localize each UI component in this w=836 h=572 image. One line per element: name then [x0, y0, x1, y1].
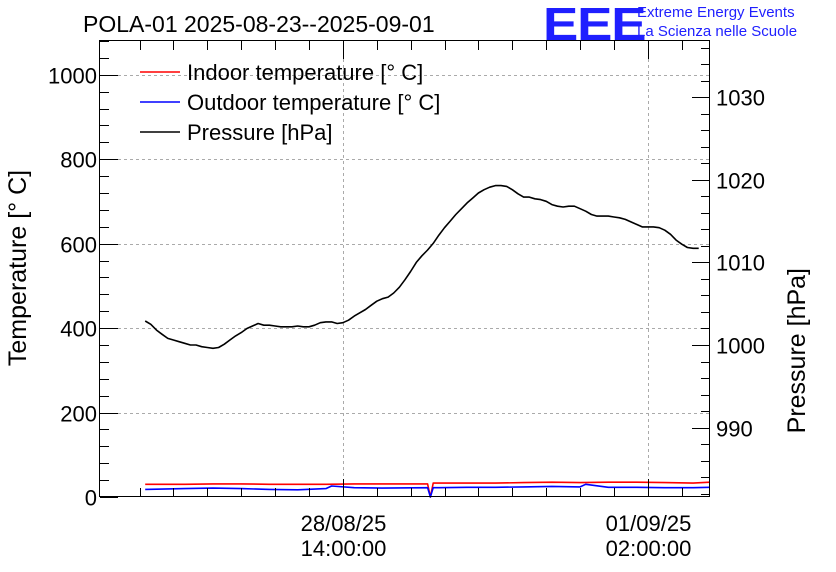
legend-label-pressure: Pressure [hPa]: [187, 120, 333, 145]
y-tick-label: 400: [60, 317, 97, 342]
legend-label-outdoor: Outdoor temperature [° C]: [187, 90, 440, 115]
x-tick-label-date: 01/09/25: [606, 511, 692, 536]
legend-label-indoor: Indoor temperature [° C]: [187, 60, 423, 85]
x-tick-label-time: 14:00:00: [301, 536, 387, 561]
tick-labels: 0 200 400 600 800 1000 990 1000 1010 1020 1030 28/0…: [48, 64, 765, 562]
y-tick-label: 600: [60, 233, 97, 258]
y2-axis-label: Pressure [hPa]: [783, 268, 811, 433]
series-line-indoor: [145, 481, 711, 498]
logo-line-2: La Scienza nelle Scuole: [637, 23, 798, 40]
y-tick-label: 200: [60, 402, 97, 427]
plot-frame: [99, 40, 710, 497]
y-axis-label: Temperature [° C]: [4, 170, 32, 366]
series-layer: [144, 184, 711, 498]
logo-line-1: Extreme Energy Events: [637, 4, 795, 21]
chart-title: POLA-01 2025-08-23--2025-09-01: [83, 11, 435, 37]
y2-tick-label: 990: [716, 417, 753, 442]
y-tick-label: 0: [85, 486, 97, 511]
y2-tick-label: 1000: [716, 334, 765, 359]
eee-logo: EEE: [543, 0, 647, 50]
y2-tick-label: 1010: [716, 251, 765, 276]
y-tick-label: 1000: [48, 64, 97, 89]
series-line-outdoor: [145, 483, 711, 498]
legend: Indoor temperature [° C] Outdoor temperat…: [140, 60, 440, 145]
y-tick-label: 800: [60, 148, 97, 173]
series-line-pressure: [144, 184, 699, 350]
ticks: [100, 41, 710, 498]
x-tick-label-date: 28/08/25: [301, 511, 387, 536]
grid: [100, 41, 710, 497]
y2-tick-label: 1030: [716, 86, 765, 111]
x-tick-label-time: 02:00:00: [606, 536, 692, 561]
y2-tick-label: 1020: [716, 169, 765, 194]
